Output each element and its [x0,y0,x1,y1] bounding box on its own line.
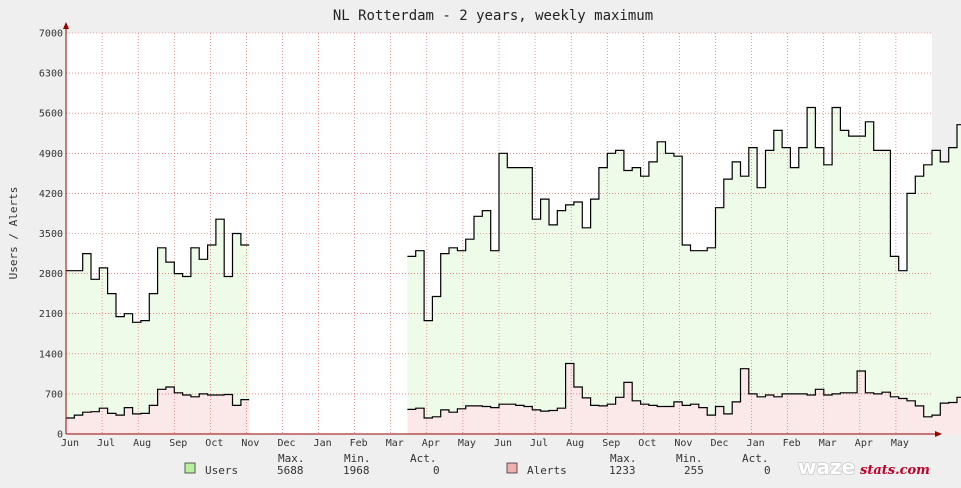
x-tick-13: Jul [530,438,548,449]
series-line-alerts-1 [407,362,961,419]
legend-swatch-alerts [506,462,518,474]
alerts-max-value: 1233 [609,464,636,477]
users-act-value: 0 [433,464,440,477]
series-area-users-1 [407,107,961,434]
alerts-min-label: Min. [676,452,703,465]
x-tick-17: Nov [674,438,692,449]
x-tick-labels: Jun Jul Aug Sep Oct Nov Dec Jan Feb Mar Apr May Jun J… [61,438,909,449]
grid-lines [66,32,932,434]
axes [63,22,942,437]
legend-label-alerts: Alerts [527,464,567,477]
y-tick-2800: 2800 [39,269,63,280]
x-tick-1: Jul [97,438,115,449]
y-tick-1400: 1400 [39,349,63,360]
legend-label-users: Users [205,464,238,477]
users-act-label: Act. [410,452,437,465]
x-tick-15: Sep [602,438,620,449]
x-tick-0: Jun [61,438,79,449]
series-line-users-0 [66,218,250,323]
x-tick-12: Jun [494,438,512,449]
x-tick-22: Apr [855,438,873,449]
y-tick-4200: 4200 [39,189,63,200]
series-lines [66,106,961,419]
x-tick-9: Mar [386,438,404,449]
y-tick-3500: 3500 [39,229,63,240]
series-area-alerts-1 [407,363,961,434]
users-min-value: 1968 [343,464,370,477]
x-tick-14: Aug [566,438,584,449]
x-tick-2: Aug [133,438,151,449]
series-line-users-1 [407,106,961,322]
users-max-label: Max. [278,452,305,465]
alerts-min-value: 255 [684,464,704,477]
chart-title: NL Rotterdam - 2 years, weekly maximum [333,8,653,24]
x-tick-5: Nov [241,438,259,449]
x-tick-3: Sep [169,438,187,449]
y-tick-5600: 5600 [39,109,63,120]
x-tick-6: Dec [277,438,295,449]
y-axis-label: Users / Alerts [7,187,20,280]
x-tick-11: May [458,438,476,449]
x-tick-16: Oct [638,438,656,449]
alerts-act-value: 0 [764,464,771,477]
legend-swatch-users [184,462,196,474]
y-tick-2100: 2100 [39,309,63,320]
alerts-max-label: Max. [610,452,637,465]
y-tick-7000: 7000 [39,29,63,40]
x-tick-19: Jan [747,438,765,449]
y-axis-arrow [63,22,69,29]
logo-stats: stats.com [860,463,930,478]
x-tick-7: Jan [314,438,332,449]
users-min-label: Min. [344,452,371,465]
users-max-value: 5688 [277,464,304,477]
alerts-act-label: Act. [742,452,769,465]
y-tick-700: 700 [45,389,63,400]
legend: Users Max. Min. Act. 5688 1968 0 Alerts … [184,452,771,477]
wazestats-logo: waze stats.com [797,454,930,480]
logo-waze: waze [798,455,855,479]
series-area-users-0 [66,219,250,434]
x-axis-arrow [935,431,942,437]
x-tick-4: Oct [205,438,223,449]
x-tick-23: May [891,438,909,449]
x-tick-20: Feb [783,438,801,449]
y-tick-6300: 6300 [39,69,63,80]
series-line-alerts-0 [66,386,250,419]
series-area-alerts-0 [66,387,250,434]
x-tick-18: Dec [710,438,728,449]
x-tick-10: Apr [422,438,440,449]
y-tick-labels: 0 700 1400 2100 2800 3500 4200 4900 5600 6300 7000 [39,29,63,441]
x-tick-8: Feb [350,438,368,449]
y-tick-4900: 4900 [39,149,63,160]
x-tick-21: Mar [819,438,837,449]
y-tick-0: 0 [57,430,63,441]
series-areas [66,107,961,434]
